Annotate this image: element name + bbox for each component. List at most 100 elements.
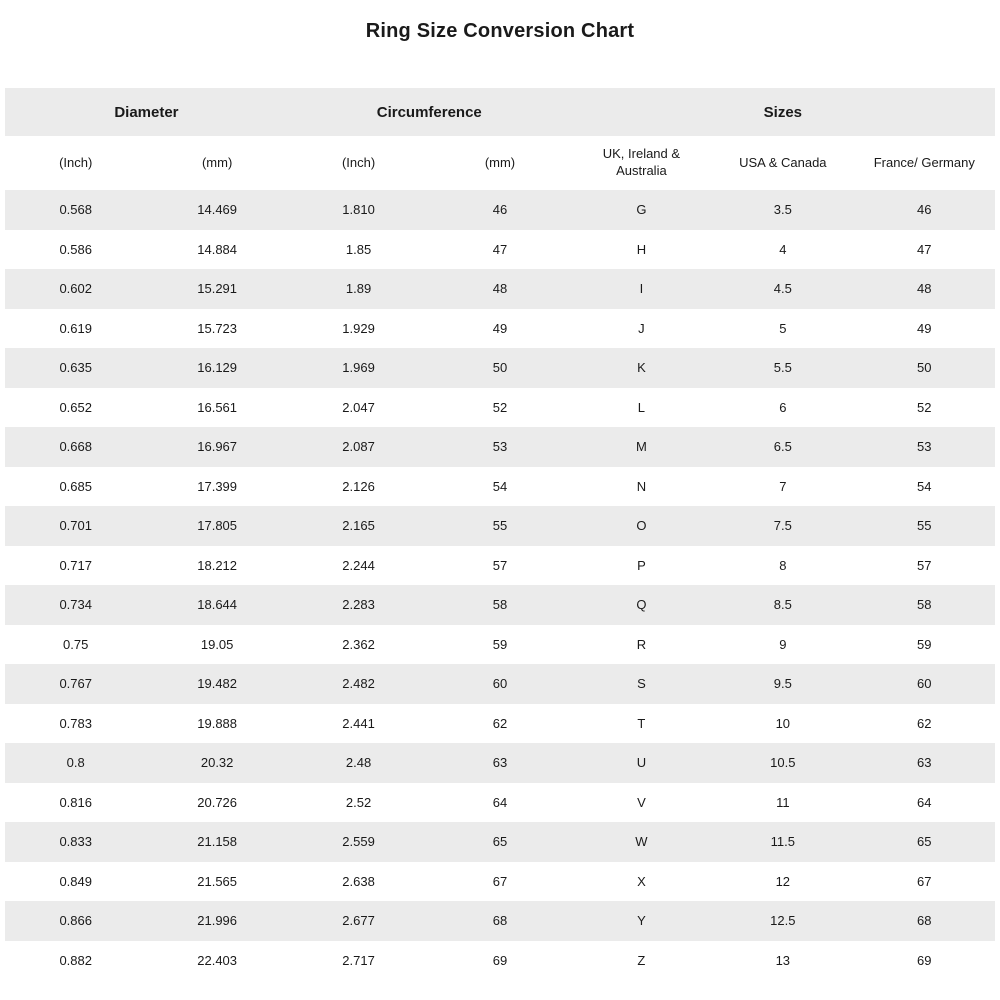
table-cell: K — [637, 360, 646, 376]
table-cell: 0.783 — [59, 715, 92, 731]
table-cell: 69 — [492, 952, 508, 968]
column-header-diameter-mm: (mm) — [146, 136, 288, 190]
table-cell: 53 — [492, 439, 508, 455]
group-header-sizes: Sizes — [570, 88, 995, 136]
table-row: 0.866 21.996 2.677 68 Y 12.5 68 — [5, 901, 995, 941]
table-row: 0.783 19.888 2.441 62 T 10 62 — [5, 703, 995, 743]
table-cell: 0.668 — [59, 439, 92, 455]
table-cell: 62 — [492, 715, 508, 731]
table-row: 0.652 16.561 2.047 52 L 6 52 — [5, 387, 995, 427]
table-cell: 16.967 — [197, 439, 238, 455]
table-cell: 60 — [917, 676, 932, 692]
ring-size-conversion-table: Diameter Circumference Sizes (Inch) (mm)… — [5, 88, 995, 980]
table-cell: 2.165 — [342, 518, 375, 534]
table-cell: 58 — [492, 597, 508, 613]
table-cell: 6 — [779, 399, 787, 415]
table-cell: 0.849 — [59, 873, 92, 889]
table-cell: 6.5 — [773, 439, 792, 455]
table-cell: 0.866 — [59, 913, 92, 929]
table-header: Diameter Circumference Sizes (Inch) (mm)… — [5, 88, 995, 190]
table-cell: 11.5 — [770, 834, 795, 850]
table-cell: 17.399 — [197, 478, 238, 494]
table-body: 0.568 14.469 1.810 46 G 3.5 46 0.586 14.884 1.85 4… — [5, 190, 995, 980]
table-cell: 48 — [917, 281, 932, 297]
column-header-uk-ireland-australia: UK, Ireland & Australia — [570, 136, 713, 190]
table-cell: 57 — [917, 557, 932, 573]
table-cell: 2.717 — [342, 952, 375, 968]
column-header-diameter-inch: (Inch) — [5, 136, 147, 190]
table-cell: 65 — [492, 834, 508, 850]
table-cell: 0.568 — [59, 202, 92, 218]
table-cell: 18.212 — [197, 557, 238, 573]
table-cell: 2.244 — [342, 557, 375, 573]
table-cell: 11 — [776, 794, 790, 810]
table-cell: 48 — [492, 281, 508, 297]
table-row: 0.701 17.805 2.165 55 O 7.5 55 — [5, 506, 995, 546]
table-cell: 62 — [917, 715, 932, 731]
table-row: 0.619 15.723 1.929 49 J 5 49 — [5, 308, 995, 348]
table-cell: 4.5 — [773, 281, 792, 297]
table-cell: 5.5 — [773, 360, 792, 376]
table-cell: 50 — [917, 360, 932, 376]
table-cell: 0.8 — [66, 755, 85, 771]
table-cell: 63 — [917, 755, 932, 771]
column-header-usa-canada: USA & Canada — [712, 136, 854, 190]
table-row: 0.8 20.32 2.48 63 U 10.5 63 — [5, 743, 995, 783]
table-row: 0.586 14.884 1.85 47 H 4 47 — [5, 229, 995, 269]
table-cell: 2.283 — [342, 597, 375, 613]
table-cell: T — [637, 715, 646, 731]
table-cell: 2.52 — [345, 794, 372, 810]
table-cell: 64 — [492, 794, 508, 810]
table-cell: 21.996 — [197, 913, 238, 929]
table-cell: L — [637, 399, 646, 415]
table-cell: 1.810 — [342, 202, 375, 218]
column-header-france-germany: France/ Germany — [853, 136, 995, 190]
table-cell: 19.482 — [197, 676, 238, 692]
table-cell: 7 — [779, 478, 787, 494]
table-cell: 0.701 — [59, 518, 92, 534]
table-cell: 21.158 — [197, 834, 238, 850]
table-cell: 20.726 — [197, 794, 238, 810]
table-cell: 0.635 — [59, 360, 92, 376]
table-cell: 2.677 — [342, 913, 375, 929]
table-row: 0.849 21.565 2.638 67 X 12 67 — [5, 861, 995, 901]
table-row: 0.75 19.05 2.362 59 R 9 59 — [5, 624, 995, 664]
table-cell: 13 — [775, 952, 791, 968]
table-cell: S — [637, 676, 646, 692]
group-header-circumference: Circumference — [287, 88, 571, 136]
table-cell: U — [636, 755, 647, 771]
table-cell: 0.882 — [59, 952, 92, 968]
column-header-circumference-mm: (mm) — [429, 136, 571, 190]
table-cell: W — [635, 834, 648, 850]
table-cell: 68 — [492, 913, 508, 929]
table-cell: 9 — [779, 636, 787, 652]
table-cell: 19.05 — [200, 636, 234, 652]
table-cell: 60 — [492, 676, 508, 692]
table-cell: V — [637, 794, 646, 810]
table-row: 0.668 16.967 2.087 53 M 6.5 53 — [5, 427, 995, 467]
table-cell: 4 — [779, 241, 787, 257]
table-cell: 49 — [917, 320, 932, 336]
table-cell: 46 — [917, 202, 932, 218]
table-cell: 67 — [492, 873, 508, 889]
table-cell: 2.48 — [345, 755, 372, 771]
table-cell: Y — [637, 913, 646, 929]
table-cell: 10.5 — [770, 755, 796, 771]
table-row: 0.568 14.469 1.810 46 G 3.5 46 — [5, 190, 995, 230]
column-header-row: (Inch) (mm) (Inch) (mm) UK, Ireland & Au… — [5, 136, 995, 190]
table-row: 0.767 19.482 2.482 60 S 9.5 60 — [5, 664, 995, 704]
table-cell: 59 — [492, 636, 508, 652]
table-cell: 54 — [917, 478, 932, 494]
table-cell: 22.403 — [197, 952, 238, 968]
table-cell: 20.32 — [200, 755, 234, 771]
table-cell: 1.89 — [345, 281, 372, 297]
table-cell: 0.685 — [59, 478, 92, 494]
column-header-circumference-inch: (Inch) — [287, 136, 430, 190]
table-cell: 0.586 — [59, 241, 92, 257]
table-cell: 9.5 — [773, 676, 792, 692]
table-row: 0.685 17.399 2.126 54 N 7 54 — [5, 466, 995, 506]
table-cell: 7.5 — [773, 518, 792, 534]
table-cell: 0.767 — [59, 676, 92, 692]
table-cell: P — [637, 557, 646, 573]
